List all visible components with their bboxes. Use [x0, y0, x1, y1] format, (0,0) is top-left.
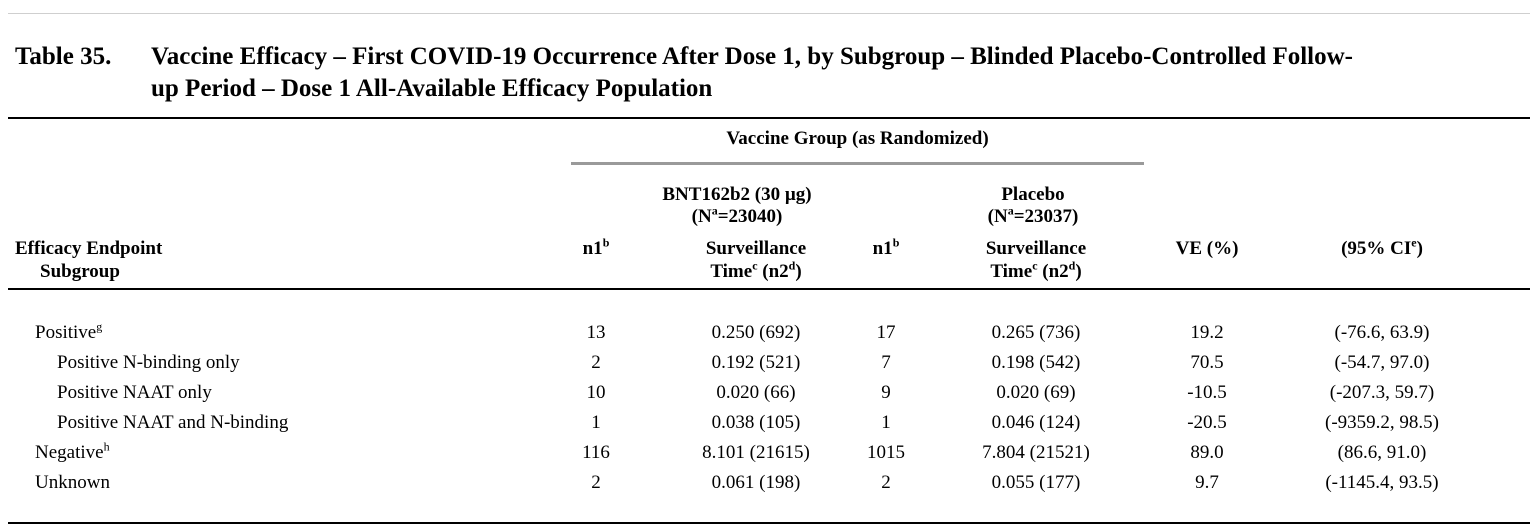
surv-placebo-cell: 0.020 (69)	[996, 382, 1076, 403]
placebo-arm-n: (Na=23037)	[987, 203, 1079, 227]
ve-header: VE (%)	[1175, 238, 1239, 259]
surv-vaccine-header-line1: Surveillance	[705, 238, 807, 259]
row-label: Positive NAAT and N-binding	[57, 412, 289, 433]
surv-placebo-header-line1: Surveillance	[985, 238, 1087, 259]
n1-placebo-cell: 1015	[867, 442, 905, 463]
surv-vaccine-cell: 8.101 (21615)	[702, 442, 810, 463]
table-bottom-rule	[8, 522, 1530, 524]
table-title-line2: up Period – Dose 1 All-Available Efficac…	[151, 75, 713, 102]
surv-placebo-cell: 0.055 (177)	[991, 472, 1081, 493]
surv-vaccine-cell: 0.061 (198)	[711, 472, 801, 493]
ci-cell: (-9359.2, 98.5)	[1325, 412, 1439, 433]
surv-vaccine-cell: 0.020 (66)	[716, 382, 796, 403]
surv-vaccine-header-line2: Timec (n2d)	[710, 258, 802, 282]
ci-cell: (-207.3, 59.7)	[1329, 382, 1435, 403]
ve-cell: 70.5	[1190, 352, 1224, 373]
n1-placebo-header: n1b	[872, 235, 900, 259]
vaccine-arm-n: (Na=23040)	[691, 203, 783, 227]
endpoint-header-line1: Efficacy Endpoint	[15, 238, 163, 259]
ci-cell: (-76.6, 63.9)	[1334, 322, 1430, 343]
n1-vaccine-cell: 2	[591, 472, 601, 493]
ci-cell: (-54.7, 97.0)	[1334, 352, 1430, 373]
header-bottom-rule	[8, 288, 1530, 290]
header-top-rule	[8, 117, 1530, 119]
surv-vaccine-cell: 0.192 (521)	[711, 352, 801, 373]
group-underline	[571, 162, 1144, 165]
surv-vaccine-cell: 0.038 (105)	[711, 412, 801, 433]
n1-placebo-cell: 9	[881, 382, 891, 403]
ve-cell: 89.0	[1190, 442, 1224, 463]
placebo-arm-name: Placebo	[1001, 184, 1065, 205]
surv-placebo-cell: 0.046 (124)	[991, 412, 1081, 433]
endpoint-header-line2: Subgroup	[40, 261, 120, 282]
n1-placebo-cell: 1	[881, 412, 891, 433]
n1-placebo-cell: 7	[881, 352, 891, 373]
n1-vaccine-cell: 1	[591, 412, 601, 433]
surv-placebo-cell: 7.804 (21521)	[982, 442, 1090, 463]
n1-vaccine-cell: 116	[582, 442, 610, 463]
top-border	[8, 13, 1530, 14]
ve-cell: 19.2	[1190, 322, 1224, 343]
n1-vaccine-header: n1b	[582, 235, 610, 259]
surv-vaccine-cell: 0.250 (692)	[711, 322, 801, 343]
surv-placebo-cell: 0.198 (542)	[991, 352, 1081, 373]
surv-placebo-cell: 0.265 (736)	[991, 322, 1081, 343]
vaccine-group-header: Vaccine Group (as Randomized)	[726, 128, 989, 149]
table-number: Table 35.	[15, 43, 112, 70]
surv-placebo-header-line2: Timec (n2d)	[990, 258, 1082, 282]
n1-placebo-cell: 17	[876, 322, 896, 343]
ci-header: (95% CIe)	[1341, 235, 1423, 259]
n1-vaccine-cell: 13	[586, 322, 606, 343]
ci-cell: (-1145.4, 93.5)	[1325, 472, 1439, 493]
ve-cell: -20.5	[1187, 412, 1227, 433]
row-label: Positive N-binding only	[57, 352, 240, 373]
vaccine-arm-name: BNT162b2 (30 µg)	[662, 184, 812, 205]
row-label: Positive NAAT only	[57, 382, 212, 403]
row-label: Unknown	[35, 472, 110, 493]
ci-cell: (86.6, 91.0)	[1337, 442, 1427, 463]
n1-vaccine-cell: 10	[586, 382, 606, 403]
ve-cell: -10.5	[1187, 382, 1227, 403]
n1-placebo-cell: 2	[881, 472, 891, 493]
row-label: Positiveg	[35, 319, 103, 343]
ve-cell: 9.7	[1195, 472, 1219, 493]
row-label: Negativeh	[35, 439, 110, 463]
n1-vaccine-cell: 2	[591, 352, 601, 373]
table-title-line1: Vaccine Efficacy – First COVID-19 Occurr…	[151, 43, 1354, 70]
